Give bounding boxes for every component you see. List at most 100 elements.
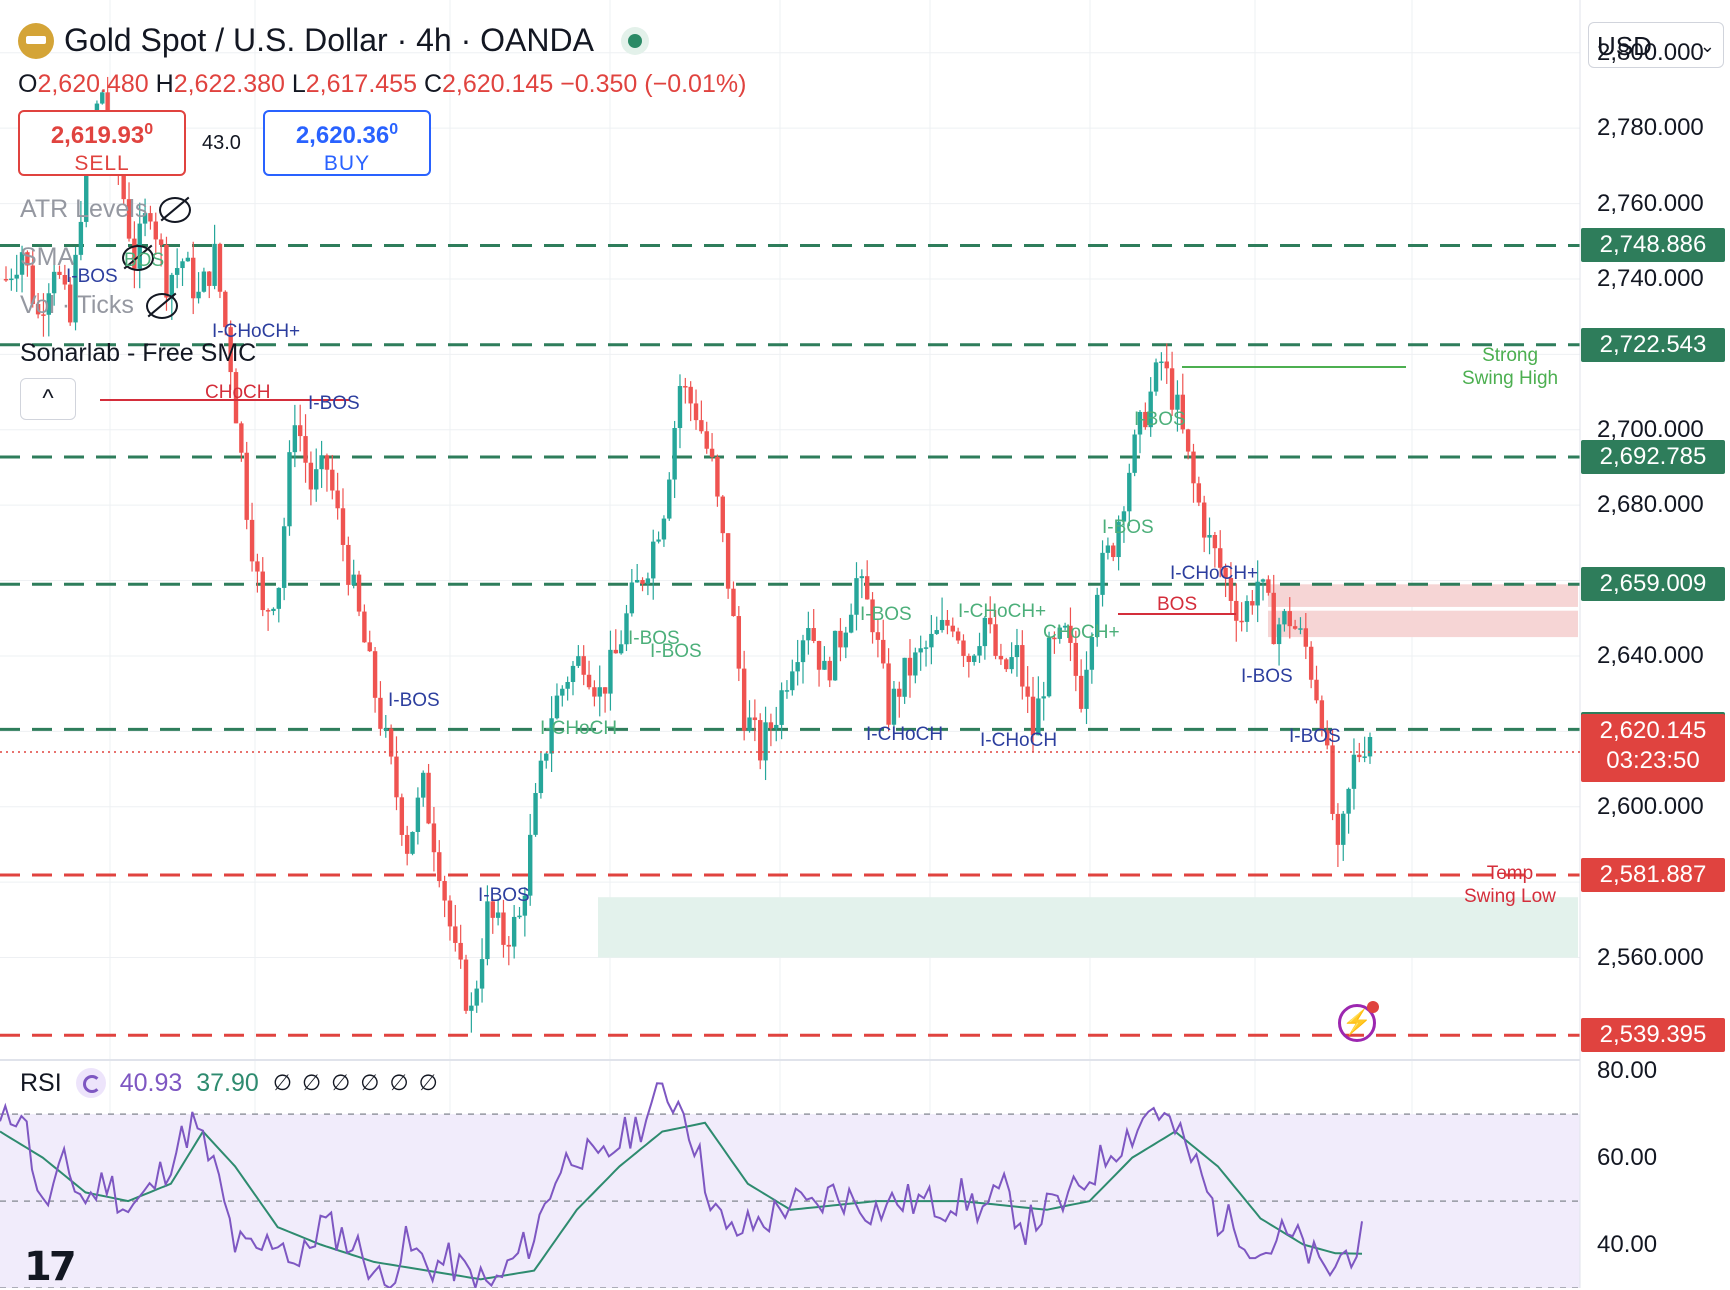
candle-body xyxy=(1153,362,1159,392)
candle-body xyxy=(1014,645,1020,658)
candle-body xyxy=(533,793,538,835)
candle-body xyxy=(164,244,169,298)
currency-select[interactable]: USD ⌄ xyxy=(1588,22,1724,68)
candle-body xyxy=(1260,579,1266,582)
candle-body xyxy=(1062,625,1068,628)
hidden-eye-icon[interactable] xyxy=(122,245,155,272)
candle-body xyxy=(570,665,576,682)
level-price-badge: 2,748.886 xyxy=(1581,228,1725,263)
indicator-atr-label: ATR Levels xyxy=(20,195,148,223)
candle-body xyxy=(538,760,544,794)
price-tick-label: 2,640.000 xyxy=(1597,641,1704,669)
candle-body xyxy=(806,628,811,641)
candle-body xyxy=(688,386,693,404)
candle-body xyxy=(1137,411,1143,435)
candle-body xyxy=(1292,626,1298,629)
indicator-sonarlab-smc[interactable]: Sonarlab - Free SMC xyxy=(20,339,256,368)
low-value: 2,617.455 xyxy=(305,70,417,98)
candle-body xyxy=(597,687,602,697)
candle-body xyxy=(1276,624,1282,645)
candle-body xyxy=(191,257,196,299)
candle-body xyxy=(1036,698,1041,736)
indicator-atr-levels[interactable]: ATR Levels xyxy=(20,195,192,224)
price-tick-label: 2,760.000 xyxy=(1597,189,1704,217)
rsi-ma-line xyxy=(0,1121,1363,1281)
smc-structure-label: BOS xyxy=(124,250,165,271)
candle-body xyxy=(1341,813,1346,845)
candle-body xyxy=(1100,552,1105,595)
candle-body xyxy=(709,448,715,457)
candle-body xyxy=(255,561,260,572)
candle-body xyxy=(388,728,394,757)
candle-body xyxy=(774,724,779,729)
candle-body xyxy=(592,687,597,697)
candle-body xyxy=(618,644,624,654)
buy-button[interactable]: 2,620.360 BUY xyxy=(263,110,431,176)
bar-countdown: 03:23:50 xyxy=(1606,746,1700,774)
candle-body xyxy=(356,574,362,612)
sell-label: SELL xyxy=(74,152,130,175)
smc-structure-label: I-CHoCH xyxy=(980,730,1058,751)
sell-button[interactable]: 2,619.930 SELL xyxy=(18,110,186,176)
candle-body xyxy=(303,436,308,463)
candle-body xyxy=(223,291,228,328)
symbol-header[interactable]: Gold Spot / U.S. Dollar · 4h · OANDA xyxy=(18,22,642,59)
candle-body xyxy=(859,576,865,579)
rsi-legend[interactable]: RSI 40.93 37.90 ∅∅∅∅∅∅ xyxy=(20,1068,448,1098)
candle-body xyxy=(848,614,854,633)
hidden-eye-icon[interactable] xyxy=(159,197,192,224)
candle-body xyxy=(966,655,972,662)
rsi-tick-label: 60.00 xyxy=(1597,1143,1658,1171)
candle-body xyxy=(105,92,110,119)
refresh-icon[interactable] xyxy=(75,1068,106,1098)
candle-body xyxy=(1180,394,1185,430)
candle-body xyxy=(1325,730,1330,746)
candle-body xyxy=(196,291,201,299)
indicator-vol-ticks[interactable]: Vol · Ticks xyxy=(20,291,178,320)
candle-body xyxy=(683,386,688,388)
tooltip-value: 43.0 xyxy=(202,132,241,154)
candle-body xyxy=(1335,813,1341,845)
candle-body xyxy=(431,823,437,853)
symbol-title[interactable]: Gold Spot / U.S. Dollar · 4h · OANDA xyxy=(64,22,594,58)
price-tick-label: 2,560.000 xyxy=(1597,943,1704,971)
tradingview-logo: 17 xyxy=(24,1244,77,1290)
candle-body xyxy=(1362,756,1367,758)
candle-body xyxy=(1287,611,1292,627)
candle-body xyxy=(1250,601,1255,606)
candle-body xyxy=(394,756,399,798)
level-price-badge: 2,722.543 xyxy=(1581,327,1725,362)
hidden-eye-icon[interactable] xyxy=(145,293,178,320)
smc-zones xyxy=(598,584,1578,958)
candle-body xyxy=(57,271,62,275)
candle-body xyxy=(988,617,993,625)
smc-structure-label: I-BOS xyxy=(388,690,440,711)
candle-body xyxy=(490,901,495,918)
current-price-badge: 2,620.145 03:23:50 xyxy=(1581,713,1725,782)
candle-body xyxy=(383,728,388,731)
candle-body xyxy=(1239,620,1244,623)
indicator-sma[interactable]: SMA xyxy=(20,243,155,272)
candle-body xyxy=(1143,411,1148,428)
candle-body xyxy=(1367,736,1373,757)
candle-body xyxy=(993,624,998,656)
candle-body xyxy=(249,519,255,562)
candle-body xyxy=(362,611,367,643)
candle-body xyxy=(1164,361,1169,369)
level-price-badge: 2,539.395 xyxy=(1581,1018,1725,1053)
current-price-value: 2,620.145 xyxy=(1599,716,1707,744)
candle-body xyxy=(287,452,292,527)
collapse-indicators-button[interactable]: ^ xyxy=(20,378,76,420)
candle-body xyxy=(35,304,41,315)
close-label: C xyxy=(423,70,442,98)
candle-body xyxy=(955,631,961,641)
candle-body xyxy=(816,641,822,670)
alert-bolt-icon[interactable]: ⚡ xyxy=(1338,1001,1379,1042)
candle-body xyxy=(715,456,720,497)
candle-body xyxy=(1089,636,1095,670)
candle-body xyxy=(1357,754,1362,758)
candle-body xyxy=(581,656,586,675)
candle-body xyxy=(528,834,533,896)
candles xyxy=(3,76,1373,1033)
